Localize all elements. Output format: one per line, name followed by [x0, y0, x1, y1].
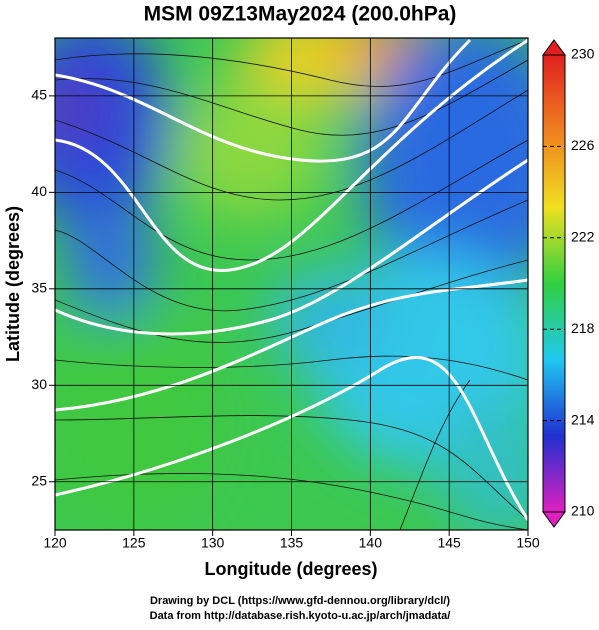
x-tick-label: 150 [516, 535, 540, 551]
x-tick-label: 125 [122, 535, 146, 551]
colorbar-tick-label: 218 [571, 320, 595, 336]
y-tick-label: 45 [31, 87, 47, 103]
colorbar-top [542, 39, 566, 56]
field [55, 38, 528, 530]
colorbar-tick-label: 214 [571, 411, 595, 427]
x-tick-label: 145 [437, 535, 461, 551]
x-tick-label: 130 [201, 535, 225, 551]
y-axis-label: Latitude (degrees) [3, 206, 23, 362]
colorbar [542, 54, 566, 513]
x-tick-label: 140 [359, 535, 383, 551]
colorbar-tick-label: 222 [571, 229, 595, 245]
colorbar-bottom [542, 511, 566, 528]
colorbar-tick-label: 226 [571, 137, 595, 153]
footer-line: Data from http://database.rish.kyoto-u.a… [150, 610, 451, 622]
contours [55, 38, 528, 521]
y-tick-label: 40 [31, 183, 47, 199]
footer-line: Drawing by DCL (https://www.gfd-dennou.o… [150, 595, 450, 607]
y-tick-label: 30 [31, 376, 47, 392]
streamlines [55, 39, 528, 530]
y-tick-label: 25 [31, 472, 47, 488]
y-tick-label: 35 [31, 280, 47, 296]
colorbar-tick-label: 210 [571, 503, 595, 519]
x-tick-label: 120 [43, 535, 67, 551]
x-tick-label: 135 [280, 535, 304, 551]
colorbar-tick-label: 230 [571, 46, 595, 62]
x-axis-label: Longitude (degrees) [204, 559, 377, 579]
chart-title: MSM 09Z13May2024 (200.0hPa) [144, 3, 457, 26]
